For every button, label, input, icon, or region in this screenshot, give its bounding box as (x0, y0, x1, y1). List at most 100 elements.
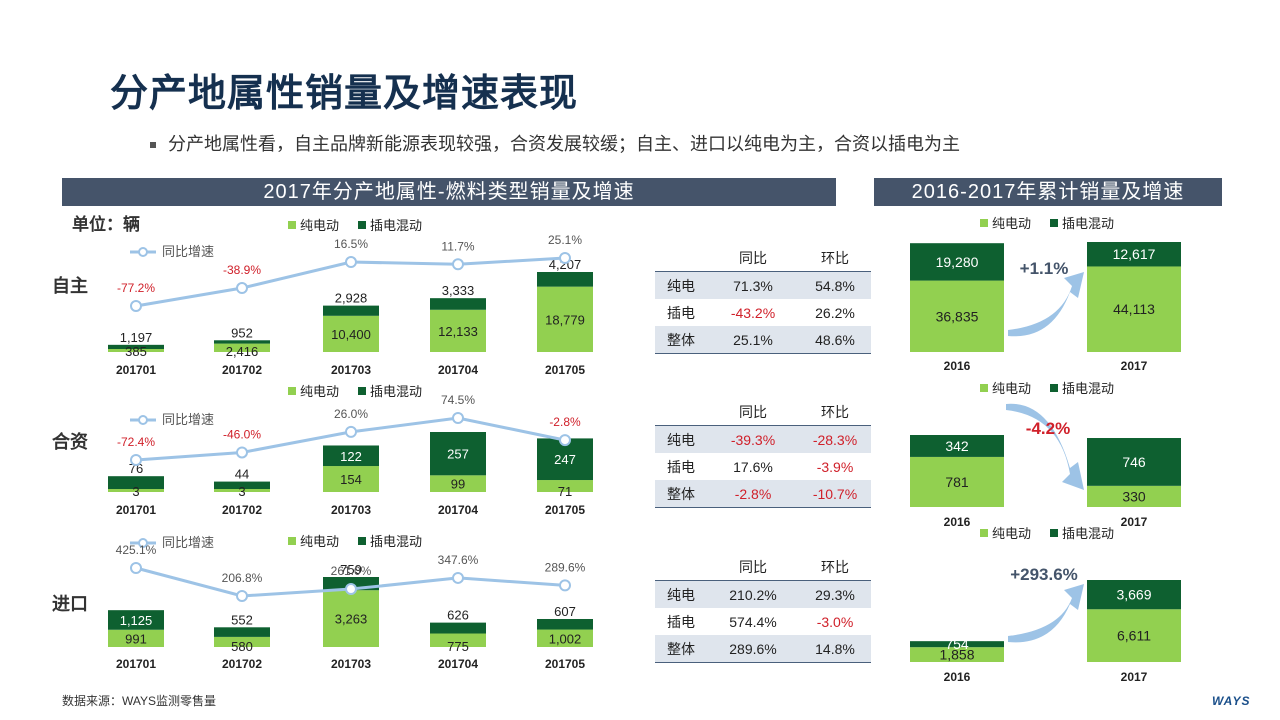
bar-label-bev: 385 (125, 344, 147, 359)
table-cell: -28.3% (799, 425, 871, 453)
category-label: 201703 (331, 657, 371, 671)
table-header-cell: 同比 (707, 398, 799, 426)
table-cell: 26.2% (815, 304, 855, 321)
bar-bev (108, 489, 164, 492)
bar-label-phev: 626 (447, 608, 469, 623)
growth-point (236, 282, 248, 295)
legend-swatch-phev (1050, 219, 1058, 227)
bar-label-phev: 1,125 (120, 613, 153, 628)
growth-arrow (1008, 272, 1084, 337)
legend-swatch-bev (288, 387, 296, 395)
growth-point (236, 590, 248, 602)
year-bar-label-bev: 36,835 (936, 308, 979, 324)
cumulative-growth-label: +1.1% (1020, 259, 1069, 278)
year-bar-label-bev: 330 (1122, 488, 1146, 504)
bar-bev (214, 343, 270, 352)
legend-label-bev: 纯电动 (992, 381, 1031, 396)
table-row: 整体 25.1% 48.6% (655, 326, 871, 354)
bar-phev (214, 481, 270, 489)
bar-label-bev: 775 (447, 639, 469, 654)
bar-phev (323, 445, 379, 467)
legend-swatch-phev (1050, 529, 1058, 537)
legend-label-phev: 插电混动 (370, 534, 422, 549)
year-bar-label-phev: 19,280 (936, 254, 979, 270)
table-row: 纯电 71.3% 54.8% (655, 271, 871, 299)
legend-swatch-bev (288, 537, 296, 545)
growth-table-domestic: 同比 环比 纯电 71.3% 54.8% 插电 -43.2% 26.2% 整体 25.1% 48.6… (655, 244, 871, 354)
legend-swatch-bev (980, 384, 988, 392)
legend-label-growth: 同比增速 (162, 244, 214, 259)
year-category-label: 2017 (1121, 670, 1148, 684)
growth-point (345, 425, 357, 438)
year-category-label: 2017 (1121, 515, 1148, 529)
growth-point (130, 562, 142, 574)
region-label-domestic: 自主 (52, 276, 88, 296)
bar-phev (108, 344, 164, 349)
year-bar-phev (1087, 580, 1181, 610)
table-cell: 整体 (655, 635, 707, 663)
growth-label: 26.0% (334, 407, 368, 421)
table-row: 插电 17.6% -3.9% (655, 453, 871, 480)
table-cell: 54.8% (799, 271, 871, 299)
bar-label-bev: 18,779 (545, 312, 585, 327)
growth-label: 11.7% (441, 239, 474, 253)
table-cell: -43.2% (730, 304, 776, 321)
legend-swatch-bev (980, 219, 988, 227)
category-label: 201701 (116, 657, 156, 671)
table-cell: 纯电 (655, 425, 707, 453)
table-header-row: 同比 环比 (655, 244, 871, 272)
bar-bev (537, 286, 593, 352)
table-header-cell: 环比 (799, 398, 871, 426)
bar-bev (430, 309, 486, 352)
year-bar-bev (910, 456, 1004, 507)
category-label: 201705 (545, 657, 585, 671)
right-section-header: 2016-2017年累计销量及增速 (874, 178, 1222, 206)
table-row: 整体 -2.8% -10.7% (655, 480, 871, 508)
legend-marker-growth (138, 538, 148, 548)
table-header-cell (655, 553, 707, 581)
summary-text: 分产地属性看，自主品牌新能源表现较强，合资发展较缓；自主、进口以纯电为主，合资以… (168, 134, 960, 154)
table-header-cell: 环比 (799, 553, 871, 581)
bar-phev (430, 298, 486, 310)
table-domestic-wrap: 同比 环比 纯电 71.3% 54.8% 插电 -43.2% 26.2% 整体 25.1% 48.6… (655, 244, 871, 354)
bar-label-bev: 154 (340, 472, 362, 487)
growth-label: 16.5% (334, 237, 368, 251)
growth-point (452, 571, 464, 584)
year-bar-label-phev: 342 (945, 438, 969, 454)
legend-marker-growth (138, 247, 148, 257)
year-bar-label-phev: 12,617 (1113, 246, 1156, 262)
growth-table-jv: 同比 环比 纯电 -39.3% -28.3% 插电 17.6% -3.9% 整体 -2.8% -10… (655, 398, 871, 508)
table-cell: 289.6% (707, 635, 799, 663)
table-cell: 25.1% (707, 326, 799, 354)
legend-swatch-phev (358, 537, 366, 545)
bar-label-bev: 3 (132, 484, 139, 499)
growth-point (559, 434, 571, 447)
table-cell: -3.0% (816, 613, 854, 630)
bar-bev (537, 480, 593, 492)
bar-phev (214, 340, 270, 344)
legend-label-phev: 插电混动 (1062, 216, 1114, 231)
bar-bev (430, 633, 486, 647)
category-label: 201705 (545, 363, 585, 377)
bar-phev (108, 476, 164, 489)
growth-table-import: 同比 环比 纯电 210.2% 29.3% 插电 574.4% -3.0% 整体 289.6% 14… (655, 553, 871, 663)
region-label-import: 进口 (52, 594, 88, 614)
legend-swatch-phev (358, 221, 366, 229)
growth-arrow (1008, 584, 1084, 643)
bar-label-phev: 607 (554, 604, 576, 619)
growth-label: -38.9% (223, 263, 261, 277)
table-header-cell: 同比 (707, 553, 799, 581)
bar-label-bev: 580 (231, 639, 253, 654)
table-cell: 纯电 (655, 580, 707, 608)
year-bar-phev (1087, 242, 1181, 267)
bar-label-bev: 99 (451, 477, 465, 492)
bar-bev (323, 590, 379, 647)
bar-bev (323, 466, 379, 492)
bar-label-phev: 952 (231, 325, 253, 340)
legend-label-bev: 纯电动 (300, 384, 339, 399)
table-header-cell (655, 398, 707, 426)
bar-bev (214, 636, 270, 647)
category-label: 201703 (331, 503, 371, 517)
growth-point (452, 258, 464, 271)
